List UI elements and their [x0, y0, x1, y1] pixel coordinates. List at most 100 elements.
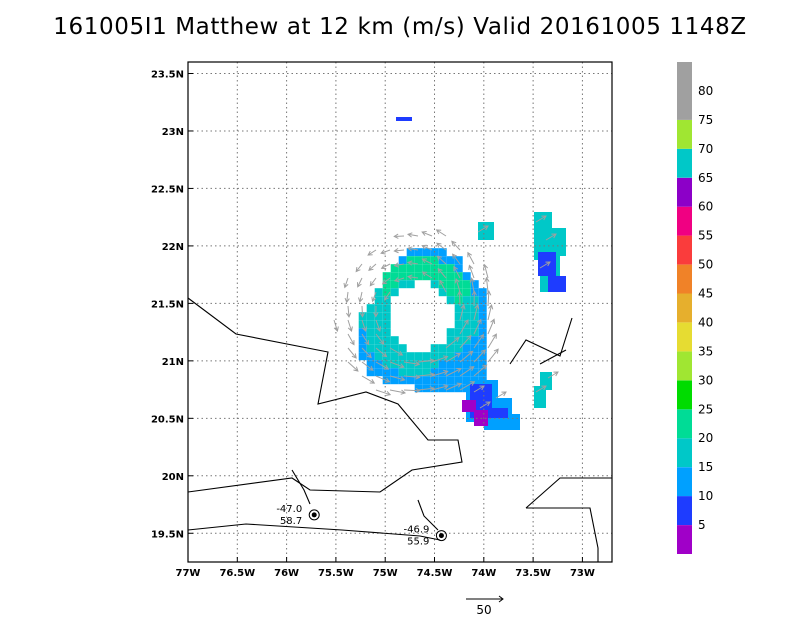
wind-cell [422, 368, 431, 377]
wind-cell [422, 376, 431, 385]
wind-cell [430, 344, 439, 353]
wind-cell [390, 288, 399, 297]
coastline [509, 317, 573, 365]
wind-vector [484, 276, 490, 293]
reference-vector-label: 50 [476, 603, 491, 617]
colorbar-segment [677, 351, 692, 381]
station-bottom-value: 58.7 [280, 516, 302, 527]
wind-vector [459, 319, 469, 335]
wind-cell [382, 320, 391, 329]
wind-vector [431, 369, 449, 377]
chart-title: 161005I1 Matthew at 12 km (m/s) Valid 20… [53, 14, 747, 40]
wind-vector [539, 261, 551, 269]
wind-cell [470, 360, 479, 369]
wind-vector [344, 291, 350, 304]
wind-cell [374, 288, 383, 297]
wind-cell [446, 328, 455, 337]
wind-cell [446, 296, 455, 305]
x-tick-label: 77W [176, 568, 201, 579]
wind-vector [459, 366, 475, 377]
wind-vector [373, 305, 379, 318]
x-tick-label: 76W [274, 568, 299, 579]
wind-cell [398, 352, 407, 361]
wind-vector [389, 361, 405, 369]
colorbar-segment [677, 119, 692, 149]
wind-vector [457, 290, 463, 307]
x-tick-label: 75W [373, 568, 398, 579]
wind-cell [406, 256, 415, 265]
y-tick-label: 21.5N [151, 299, 184, 310]
wind-cell [478, 320, 487, 329]
wind-cell [422, 264, 431, 273]
wind-cell [422, 256, 431, 265]
wind-vector [445, 336, 460, 349]
wind-cell [438, 280, 447, 289]
wind-vector [406, 260, 419, 266]
wind-vector [487, 348, 499, 363]
wind-vector [459, 304, 466, 321]
wind-cell [414, 272, 423, 281]
colorbar-label: 60 [698, 200, 713, 214]
coastline [291, 469, 311, 505]
plot-frame [187, 61, 613, 563]
wind-vector [375, 333, 385, 345]
wind-vector [487, 304, 494, 321]
wind-vector [487, 333, 497, 349]
wind-patch [462, 400, 488, 426]
wind-cell [382, 336, 391, 345]
wind-cell [446, 368, 455, 377]
wind-cell [462, 304, 471, 313]
wind-cell [462, 368, 471, 377]
wind-vector [361, 361, 374, 371]
wind-cell [454, 328, 463, 337]
wind-cell [478, 288, 487, 297]
station-marker-center [438, 533, 444, 539]
colorbar-label: 35 [698, 344, 713, 358]
wind-cell [406, 248, 415, 257]
wind-cell [358, 328, 367, 337]
coastline [525, 477, 612, 509]
wind-cell [438, 352, 447, 361]
wind-vector [393, 247, 405, 254]
wind-vector [473, 385, 485, 393]
colorbar-label: 70 [698, 142, 713, 156]
wind-vector [389, 375, 406, 382]
wind-cell [470, 336, 479, 345]
wind-vector [431, 355, 449, 363]
wind-cell [374, 352, 383, 361]
colorbar-segment [677, 496, 692, 525]
wind-vector [393, 233, 405, 239]
wind-cell [406, 280, 415, 289]
wind-cell [406, 272, 415, 281]
wind-vector [473, 349, 486, 363]
x-tick-label: 73.5W [515, 568, 551, 579]
colorbar-label: 30 [698, 373, 713, 387]
wind-cell [374, 320, 383, 329]
wind-vector [346, 305, 352, 318]
wind-cell [462, 344, 471, 353]
wind-cell [478, 368, 487, 377]
wind-cell [382, 360, 391, 369]
station-bottom-value: 55.9 [407, 537, 429, 548]
wind-vector [375, 347, 388, 358]
x-tick-label: 76.5W [219, 568, 255, 579]
wind-vector [436, 255, 447, 265]
wind-cell [382, 304, 391, 313]
wind-vector [445, 367, 462, 377]
wind-vector [375, 361, 390, 370]
y-tick-label: 22N [162, 242, 184, 253]
wind-cell [414, 264, 423, 273]
wind-cell [462, 288, 471, 297]
wind-vector [473, 304, 480, 321]
wind-cell [398, 360, 407, 369]
wind-cell [398, 256, 407, 265]
wind-cell [398, 344, 407, 353]
wind-vector [445, 382, 463, 391]
wind-vector [473, 364, 488, 377]
wind-vector [375, 389, 392, 397]
wind-cell [414, 384, 423, 393]
wind-cell [382, 272, 391, 281]
wind-cell [430, 368, 439, 377]
wind-vector [358, 291, 364, 303]
wind-cell [398, 272, 407, 281]
